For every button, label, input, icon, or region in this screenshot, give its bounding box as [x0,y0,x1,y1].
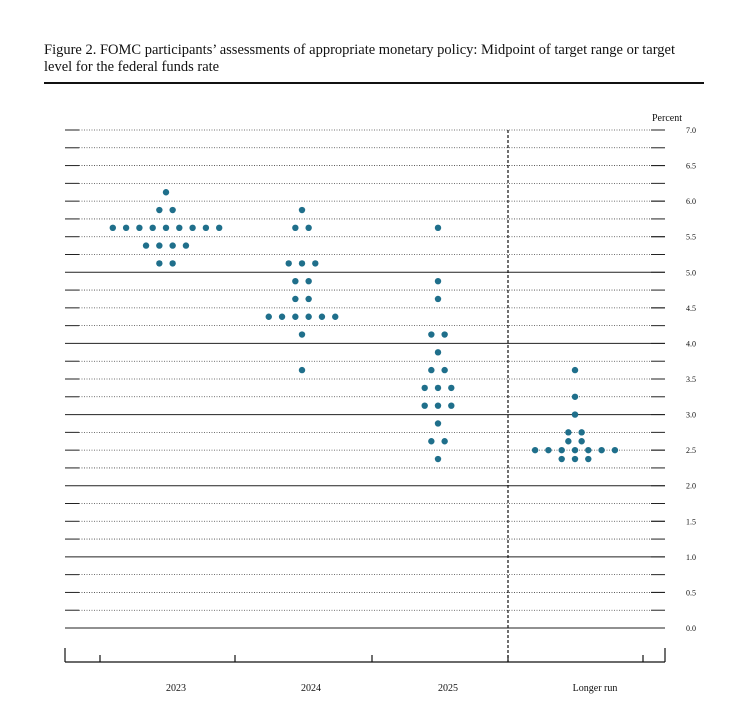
dot [571,393,579,400]
dot [292,277,299,285]
dot [305,313,312,320]
dot [585,455,592,463]
dot [428,331,435,338]
dot [142,242,150,249]
dot [109,224,117,232]
dot [298,206,306,214]
dot [434,420,442,427]
dot [156,242,163,249]
dot [169,242,176,249]
dot [571,366,579,374]
x-tick-label: 2024 [301,683,321,694]
dot [202,224,210,232]
dot [434,384,442,392]
dot [434,277,442,285]
dot [578,438,585,445]
dot [565,438,572,445]
dot [298,366,306,374]
dot [571,455,579,463]
dot [434,295,442,303]
dot [441,331,448,338]
dot [285,260,292,267]
dot [434,224,442,232]
dot [298,331,306,338]
x-tick-label: 2025 [438,683,458,694]
y-tick-label: 0.5 [686,588,696,597]
dot [305,295,312,303]
dot [558,455,565,463]
dot [611,446,619,454]
dot [598,446,605,454]
dot [585,446,592,454]
dot [558,446,565,454]
dot [292,313,299,320]
dot [298,260,306,267]
y-tick-label: 1.5 [686,517,696,526]
dot [312,260,319,267]
dot [278,313,286,320]
dot [428,366,435,374]
dot [434,455,442,463]
dot [162,189,170,196]
dot [156,260,163,267]
dot [318,313,326,320]
dot [169,260,176,267]
y-axis-label: Percent [652,113,682,124]
y-tick-label: 6.0 [686,197,696,206]
dot [149,224,156,232]
dot [122,224,130,232]
x-tick-label: 2023 [166,683,186,694]
y-tick-label: 7.0 [686,126,696,135]
dot [216,224,223,232]
dot [571,411,579,418]
dot [448,402,455,409]
dot [176,224,183,232]
dot [292,224,299,232]
dot [421,402,428,409]
dot [332,313,339,320]
y-tick-label: 3.5 [686,375,696,384]
dot [545,446,552,454]
dot [305,277,312,285]
y-tick-label: 1.0 [686,553,696,562]
dot [156,206,163,214]
dot [441,366,448,374]
dot [162,224,170,232]
dot [448,384,455,392]
y-tick-label: 2.0 [686,482,696,491]
x-tick-label: Longer run [573,683,618,694]
dot [428,438,435,445]
dot [182,242,190,249]
dot [189,224,196,232]
dot [305,224,312,232]
y-tick-label: 5.0 [686,268,696,277]
dot [434,349,442,356]
dot [136,224,143,232]
dot [531,446,539,454]
dot [571,446,579,454]
dot [421,384,428,392]
y-tick-label: 4.0 [686,339,696,348]
dot [578,429,585,436]
y-tick-label: 6.5 [686,162,696,171]
y-tick-label: 4.5 [686,304,696,313]
y-tick-label: 2.5 [686,446,696,455]
dot [565,429,572,436]
dot [441,438,448,445]
chart-title: Figure 2. FOMC participants’ assessments… [44,42,704,84]
dot [292,295,299,303]
y-tick-label: 5.5 [686,233,696,242]
dot [434,402,442,409]
y-tick-label: 3.0 [686,411,696,420]
dot [265,313,272,320]
dot [169,206,176,214]
y-tick-label: 0.0 [686,624,696,633]
